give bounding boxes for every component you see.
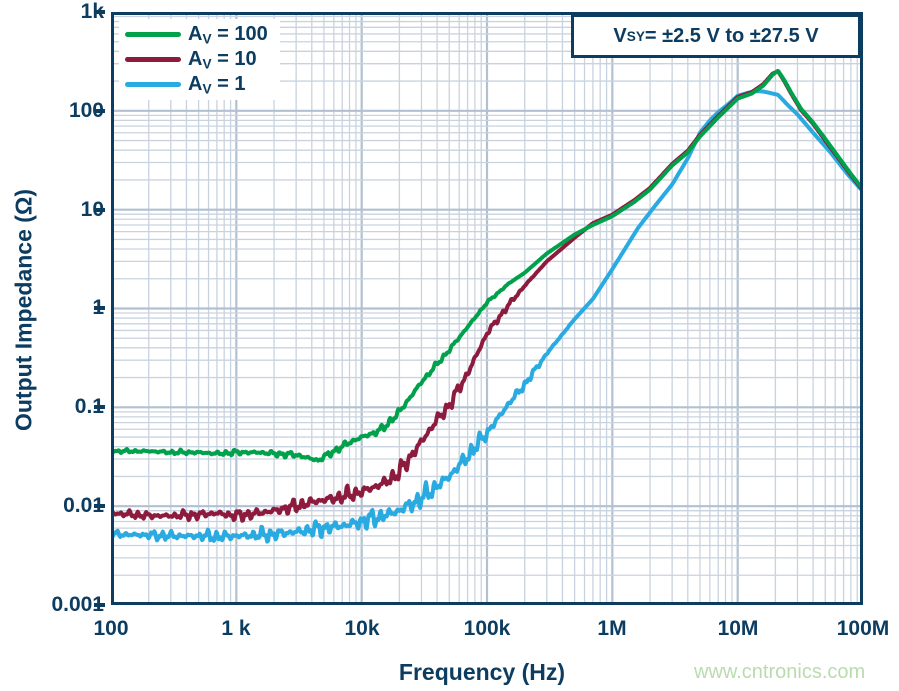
legend-label: AV = 10 [188,47,257,72]
x-tick-label-10M: 10M [717,617,759,640]
x-tick-label-1k: 1 k [221,617,251,640]
legend-label: AV = 1 [188,72,246,97]
legend-item-av100: AV = 100 [125,22,268,47]
legend: AV = 100 AV = 10 AV = 1 [119,19,280,100]
y-tick-mark [94,109,105,113]
y-tick-label-0p1: 0.1 [74,395,104,418]
y-tick-label-1: 1 [0,295,104,321]
y-tick-label-0p01: 0.01 [63,494,104,517]
legend-swatch-green [125,32,181,37]
y-tick-label-10: 10 [80,198,104,221]
legend-swatch-maroon [125,57,181,62]
x-tick-label-100k: 100k [463,617,511,640]
legend-swatch-cyan [125,82,181,87]
plot-area [111,12,863,605]
x-tick-label-100M: 100M [836,617,890,640]
y-tick-label-100: 100 [68,99,104,122]
y-tick-mark [94,603,105,607]
y-tick-mark [94,306,105,310]
x-axis-title: Frequency (Hz) [398,659,566,685]
y-tick-mark [94,208,105,212]
y-tick-mark [94,10,105,14]
x-tick-label-1M: 1M [597,617,627,640]
watermark: www.cntronics.com [694,661,866,683]
legend-label: AV = 100 [188,22,268,47]
y-tick-label-0p001: 0.001 [51,593,104,616]
x-tick-label-100: 100 [93,617,129,640]
legend-item-av1: AV = 1 [125,72,268,97]
y-tick-label-1k: 1k [80,0,104,23]
x-tick-label-10k: 10k [344,617,380,640]
y-tick-mark [94,405,105,409]
legend-item-av10: AV = 10 [125,47,268,72]
y-tick-mark [94,504,105,508]
plot-frame [111,12,863,605]
annotation-box: V SY = ±2.5 V to ±27.5 V [571,14,861,58]
series-line-AV100 [111,68,863,463]
